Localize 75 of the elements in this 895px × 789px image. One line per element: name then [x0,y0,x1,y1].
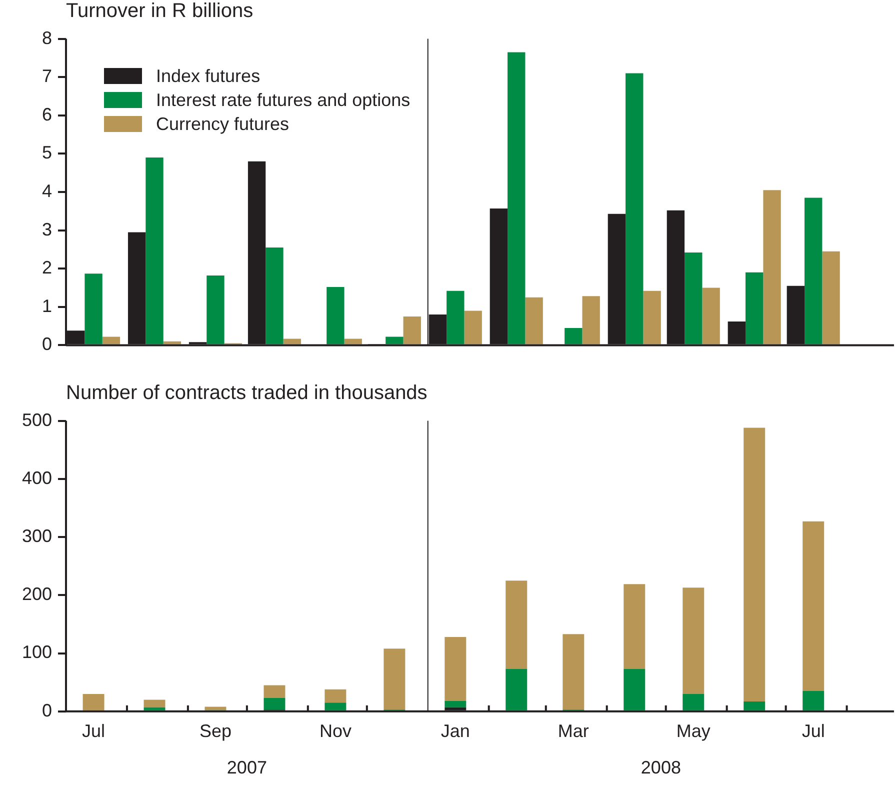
y-tick-label: 3 [42,219,52,240]
bar [682,588,704,694]
bar [804,198,822,344]
bar [802,521,824,692]
y-tick-label: 0 [42,700,52,720]
bar [266,248,284,344]
bar [386,336,404,344]
chart-title: Number of contracts traded in thousands [66,382,428,405]
x-tick-label: Mar [558,721,589,742]
y-tick-label: 0 [42,334,52,354]
bar [682,694,704,710]
bar [525,297,543,344]
y-tick-label: 6 [42,104,52,124]
y-tick-label: 100 [22,642,52,662]
y-tick-label: 8 [42,28,52,48]
y-tick-label: 1 [42,296,52,316]
bar [344,338,362,344]
bar [324,702,346,710]
bar [206,275,224,344]
x-tick-label: Jul [82,721,106,742]
bar [464,310,482,344]
bar [562,634,584,710]
bar [822,251,840,344]
x-tick-label: Jan [440,721,470,742]
bar [444,700,466,708]
bar [264,698,286,710]
legend-label: Interest rate futures and options [156,89,410,112]
bar [506,580,528,669]
bar [384,648,406,710]
bar [624,584,646,669]
bar [264,685,286,698]
bar [444,637,466,701]
bar [564,328,582,344]
bar [283,338,301,344]
legend-label: Currency futures [156,113,290,136]
x-tick-label: Jul [802,721,825,742]
bar [744,428,766,702]
y-tick-label: 7 [42,66,52,86]
bar [326,286,344,344]
x-tick-label: Nov [319,721,352,742]
y-tick-label: 2 [42,258,52,278]
y-tick-label: 200 [22,584,52,604]
bar [802,691,824,710]
chart-title: Turnover in R billions [66,0,254,23]
bar [702,288,720,344]
bar [144,707,166,710]
bar [82,694,104,710]
y-tick-label: 5 [42,142,52,163]
y-tick-label: 4 [42,180,52,201]
bar [506,668,528,710]
bar [684,252,702,344]
bar [146,158,164,344]
bar [446,290,464,344]
x-tick-label: Sep [199,721,232,742]
bar [624,668,646,710]
bar [204,706,226,710]
bar [626,73,644,344]
bar [84,274,102,344]
y-tick-label: 300 [22,526,52,546]
bar [763,190,781,344]
bar [746,272,764,344]
bar [403,316,421,344]
bar [744,702,766,710]
bar [144,700,166,708]
legend-label: Index futures [156,65,260,88]
bar [324,689,346,703]
bar [102,336,120,344]
x-tick-label: May [676,721,710,742]
text: 2008 [640,757,681,778]
bar [508,52,526,344]
text: 2007 [226,757,267,778]
bar [643,290,661,344]
y-tick-label: 400 [22,468,52,488]
bar [582,296,600,344]
y-tick-label: 500 [22,410,52,430]
